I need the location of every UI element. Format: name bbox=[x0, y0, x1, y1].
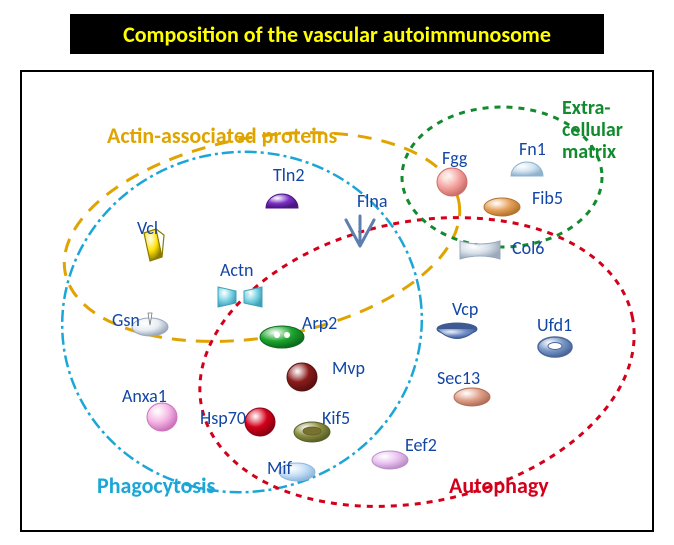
protein-label-vcp: Vcp bbox=[452, 298, 478, 320]
protein-label-eef2: Eef2 bbox=[405, 434, 437, 456]
protein-label-actn: Actn bbox=[220, 259, 254, 281]
protein-label-tln2: Tln2 bbox=[273, 164, 304, 186]
diagram-frame: Vcl Tln2 Flna Actn Gsn Arp2 Anxa1 Hsp70 Mvp Kif5 M… bbox=[20, 70, 654, 532]
protein-label-anxa1: Anxa1 bbox=[122, 385, 167, 407]
protein-label-kif5: Kif5 bbox=[322, 407, 350, 429]
protein-label-ufd1: Ufd1 bbox=[537, 314, 572, 336]
protein-label-fn1: Fn1 bbox=[519, 138, 546, 160]
protein-label-fib5: Fib5 bbox=[532, 187, 563, 209]
protein-label-hsp70: Hsp70 bbox=[200, 407, 246, 429]
group-label-actin: Actin-associated proteins bbox=[107, 122, 337, 149]
protein-label-vcl: Vcl bbox=[137, 217, 158, 239]
group-label-phago: Phagocytosis bbox=[97, 472, 215, 499]
protein-label-gsn: Gsn bbox=[112, 309, 140, 331]
protein-label-mif: Mif bbox=[267, 457, 292, 479]
protein-label-col6: Col6 bbox=[512, 237, 544, 259]
group-label-autophagy: Autophagy bbox=[449, 472, 549, 499]
title-text: Composition of the vascular autoimmunoso… bbox=[123, 21, 551, 48]
protein-label-sec13: Sec13 bbox=[437, 367, 480, 389]
protein-label-fgg: Fgg bbox=[442, 147, 467, 169]
title-box: Composition of the vascular autoimmunoso… bbox=[70, 14, 604, 54]
protein-label-mvp: Mvp bbox=[332, 357, 365, 379]
diagram-stage: Composition of the vascular autoimmunoso… bbox=[0, 0, 674, 545]
protein-label-arp2: Arp2 bbox=[302, 312, 337, 334]
group-label-ecm: Extra-cellularmatrix bbox=[562, 97, 623, 163]
protein-label-flna: Flna bbox=[357, 190, 387, 212]
